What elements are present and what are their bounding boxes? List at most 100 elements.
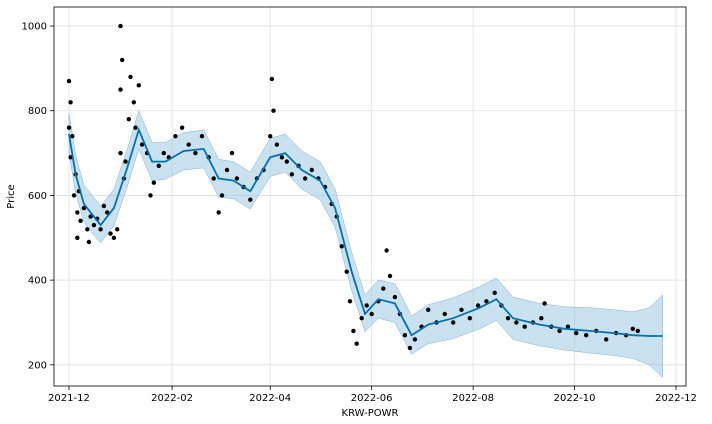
y-tick-label: 800 <box>28 106 47 117</box>
observed-point <box>289 172 294 177</box>
observed-point <box>359 316 364 321</box>
observed-point <box>70 134 75 139</box>
forecast-line <box>68 127 663 337</box>
observed-point <box>173 134 178 139</box>
x-tick-label: 2022-04 <box>249 393 291 404</box>
observed-point <box>354 341 359 346</box>
observed-point <box>75 210 80 215</box>
observed-point <box>68 155 73 160</box>
observed-point <box>85 227 90 232</box>
observed-point <box>309 167 314 173</box>
observed-point <box>98 227 103 232</box>
observed-point <box>68 100 73 105</box>
x-tick-label: 2021-12 <box>48 393 90 404</box>
y-axis-ticks: 200 400 600 800 1000 <box>22 22 54 371</box>
observed-point <box>224 167 230 173</box>
observed-point <box>635 328 640 334</box>
observed-point <box>565 324 571 329</box>
observed-point <box>71 193 77 198</box>
x-axis-ticks: 2021-12 2022-02 2022-04 2022-06 2022-08 2022-… <box>48 386 697 404</box>
observed-point <box>392 294 398 300</box>
observed-point <box>514 320 519 325</box>
observed-point <box>128 74 133 80</box>
observed-point <box>302 176 308 181</box>
y-tick-label: 400 <box>28 276 47 287</box>
observed-point <box>161 150 166 156</box>
observed-point <box>268 134 273 139</box>
observed-point <box>492 290 497 295</box>
plot-frame <box>53 6 687 387</box>
observed-point <box>279 155 285 160</box>
observed-point <box>412 337 418 342</box>
observed-point <box>269 76 275 82</box>
observed-point <box>584 333 589 338</box>
observed-points <box>66 23 640 351</box>
observed-point <box>467 316 472 321</box>
observed-point <box>139 142 145 147</box>
y-tick-label: 600 <box>28 191 47 202</box>
x-tick-label: 2022-12 <box>655 393 697 404</box>
observed-point <box>407 345 413 351</box>
observed-point <box>105 210 110 215</box>
observed-point <box>216 210 221 215</box>
observed-point <box>522 324 527 329</box>
observed-point <box>120 57 125 63</box>
observed-point <box>101 203 107 209</box>
observed-point <box>542 301 547 306</box>
observed-point <box>539 316 544 321</box>
observed-point <box>234 176 240 181</box>
observed-point <box>459 307 464 312</box>
observed-point <box>136 83 141 88</box>
observed-point <box>108 231 113 236</box>
observed-point <box>151 180 156 185</box>
observed-point <box>133 125 138 130</box>
observed-point <box>484 299 489 304</box>
observed-point <box>426 307 431 312</box>
observed-point <box>156 163 161 168</box>
observed-point <box>115 227 120 232</box>
observed-point <box>475 303 481 308</box>
observed-point <box>219 193 225 198</box>
observed-point <box>384 248 389 253</box>
observed-point <box>131 100 136 105</box>
y-tick-label: 1000 <box>22 22 47 33</box>
observed-point <box>88 214 93 219</box>
observed-point <box>229 150 235 156</box>
observed-point <box>78 218 83 223</box>
observed-point <box>344 269 349 274</box>
observed-point <box>557 328 562 334</box>
observed-point <box>111 235 117 240</box>
observed-point <box>604 337 609 342</box>
observed-point <box>339 244 344 249</box>
observed-point <box>274 142 280 147</box>
observed-point <box>81 205 87 211</box>
grid-layer <box>54 7 686 386</box>
observed-point <box>248 197 253 202</box>
observed-point <box>284 159 289 164</box>
observed-point <box>66 78 72 84</box>
observed-point <box>66 125 72 130</box>
x-axis-label: KRW-POWR <box>342 408 399 419</box>
observed-point <box>351 328 356 334</box>
observed-point <box>505 316 511 321</box>
x-tick-label: 2022-06 <box>351 393 393 404</box>
observed-point <box>451 320 456 325</box>
observed-point <box>193 150 198 156</box>
y-axis-label: Price <box>6 184 17 208</box>
observed-point <box>118 23 123 29</box>
observed-point <box>75 235 80 240</box>
observed-point <box>126 117 131 122</box>
observed-point <box>211 176 216 181</box>
observed-point <box>123 159 128 164</box>
x-tick-label: 2022-10 <box>554 393 596 404</box>
observed-point <box>179 125 185 130</box>
observed-point <box>442 311 447 317</box>
observed-point <box>118 150 123 156</box>
observed-point <box>387 273 393 279</box>
observed-point <box>364 303 369 308</box>
observed-point <box>574 330 579 336</box>
observed-point <box>347 299 353 304</box>
uncertainty-interval-band <box>68 109 663 379</box>
observed-point <box>118 87 123 92</box>
